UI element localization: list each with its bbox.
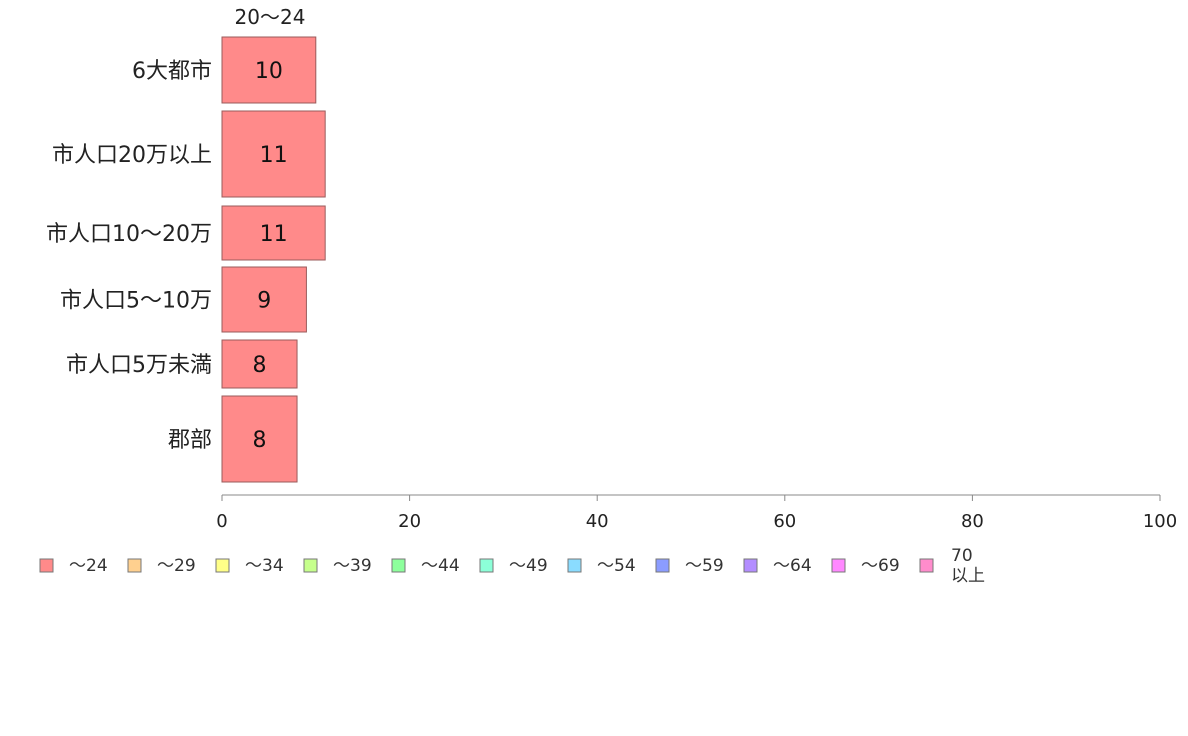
x-tick-label: 80 <box>961 511 984 532</box>
bar-segment <box>221 395 298 483</box>
legend-item: 〜54 <box>567 556 636 576</box>
legend-item: 〜59 <box>655 556 724 576</box>
x-tick-label: 40 <box>586 511 609 532</box>
legend-item: 70 以上 <box>919 546 985 586</box>
x-axis: 0 20 40 60 80 100 <box>216 494 1177 532</box>
category-label: 6大都市 <box>132 59 212 84</box>
legend-swatch <box>303 558 318 573</box>
bar-segment <box>221 205 326 261</box>
legend-swatch <box>567 558 582 573</box>
column-header-label: 20〜24 <box>235 5 306 29</box>
legend-label: 〜54 <box>597 556 636 576</box>
x-tick-label: 60 <box>773 511 796 532</box>
legend-swatch <box>391 558 406 573</box>
legend-swatch <box>215 558 230 573</box>
legend-label: 〜69 <box>861 556 900 576</box>
legend-swatch <box>655 558 670 573</box>
bar-segment <box>221 36 317 104</box>
legend-item: 〜39 <box>303 556 372 576</box>
bar-segment <box>221 266 307 333</box>
bar-value-label: 8 <box>253 428 267 453</box>
bars-layer: 20〜24 6大都市 10 市人口20万以上 11 市人口10〜20万 11 市人口5〜10万… <box>46 5 326 483</box>
legend-label: 〜44 <box>421 556 460 576</box>
legend-label: 〜34 <box>245 556 284 576</box>
legend-swatch <box>743 558 758 573</box>
x-tick-label: 100 <box>1143 511 1177 532</box>
category-label: 市人口5万未満 <box>66 353 212 378</box>
legend-item: 〜29 <box>127 556 196 576</box>
legend-item: 〜34 <box>215 556 284 576</box>
legend-swatch <box>127 558 142 573</box>
legend: 〜24 〜29 〜34 〜39 〜44 〜49 〜54 〜59 〜64 〜69 70 以上 <box>39 546 985 586</box>
category-label: 市人口5〜10万 <box>60 289 212 314</box>
legend-item: 〜44 <box>391 556 460 576</box>
bar-value-label: 11 <box>260 222 288 247</box>
category-label: 市人口10〜20万 <box>46 222 212 247</box>
legend-swatch <box>39 558 54 573</box>
legend-item: 〜69 <box>831 556 900 576</box>
bar-segment <box>221 339 298 389</box>
legend-label: 〜24 <box>69 556 108 576</box>
bar-value-label: 10 <box>255 59 283 84</box>
legend-item: 〜49 <box>479 556 548 576</box>
category-label: 郡部 <box>168 428 212 453</box>
legend-label: 70 以上 <box>951 546 985 586</box>
legend-item: 〜64 <box>743 556 812 576</box>
bar-value-label: 9 <box>257 289 271 314</box>
bar-value-label: 8 <box>253 353 267 378</box>
x-tick-label: 20 <box>398 511 421 532</box>
legend-label: 〜39 <box>333 556 372 576</box>
bar-value-label: 11 <box>260 143 288 168</box>
legend-label: 〜64 <box>773 556 812 576</box>
legend-swatch <box>831 558 846 573</box>
bar-segment <box>221 110 326 198</box>
x-tick-label: 0 <box>216 511 227 532</box>
legend-swatch <box>919 558 934 573</box>
legend-label: 〜59 <box>685 556 724 576</box>
legend-item: 〜24 <box>39 556 108 576</box>
legend-label: 〜29 <box>157 556 196 576</box>
category-label: 市人口20万以上 <box>52 143 212 168</box>
legend-label: 〜49 <box>509 556 548 576</box>
legend-swatch <box>479 558 494 573</box>
